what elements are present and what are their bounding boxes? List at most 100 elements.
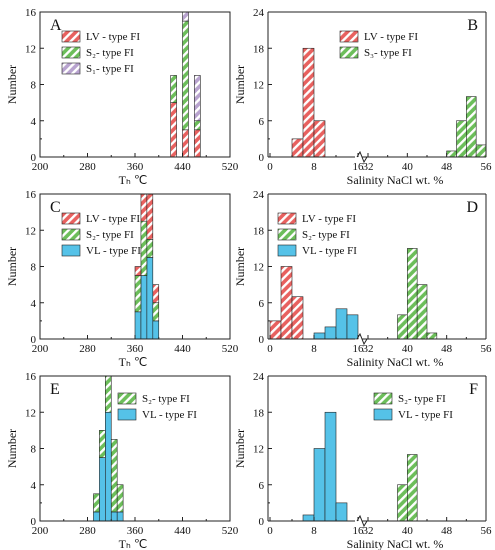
bar-s1-460 [194,75,201,122]
x-tick-label: 40 [402,343,414,355]
bar-s-310 [105,375,112,413]
legend-label: VL - type FI [302,245,357,257]
bar-vl-290 [93,511,100,522]
legend-swatch-lv [339,30,359,43]
y-tick-label: 12 [25,225,36,237]
y-tick-label: 8 [31,80,37,92]
legend-label: S₂- type FI [398,393,446,405]
x-tick-label: 48 [441,343,453,355]
y-axis-label: Number [5,429,19,468]
y-tick-label: 24 [253,189,265,201]
y-tick-label: 18 [253,43,265,55]
bar-s-48 [446,150,457,158]
bar-vl-320 [110,511,118,522]
x-tick-label: 56 [481,161,493,173]
y-tick-label: 12 [253,444,264,456]
y-tick-label: 0 [31,516,37,528]
bar-s-390 [152,302,160,322]
x-tick-label: 440 [174,161,191,173]
bar-vl-390 [152,320,160,340]
bar-vl-370 [140,275,148,340]
legend-label: S₂- type FI [302,229,350,241]
bar-s-420 [170,75,177,103]
bar-s-40 [407,454,418,522]
x-tick-label: 8 [311,343,317,355]
bar-s-320 [110,439,118,513]
x-tick-label: 0 [267,525,273,537]
y-axis-label: Number [233,429,247,468]
legend-label: LV - type FI [302,213,356,225]
bar-s-40 [407,248,418,340]
panel-letter: E [50,381,60,398]
x-axis-label: Salinity NaCl wt. % [347,355,444,369]
legend-swatch-vl [277,244,297,257]
bar-s-440 [182,20,189,131]
bar-vl-10 [324,411,337,522]
y-tick-label: 6 [259,298,265,310]
x-tick-label: 8 [311,525,317,537]
x-tick-label: 280 [79,343,96,355]
x-tick-label: 56 [481,343,493,355]
bar-s-50 [456,120,467,158]
bar-vl-360 [134,311,142,340]
legend-swatch-s [61,46,81,59]
legend-label: S₃- type FI [364,47,412,59]
bar-lv-380 [146,193,154,240]
y-axis-label: Number [5,65,19,104]
bar-vl-14 [346,314,359,340]
y-tick-label: 8 [31,444,37,456]
x-tick-label: 440 [174,343,191,355]
x-tick-label: 8 [311,161,317,173]
panel-letter: D [466,199,478,216]
bar-s-42 [416,284,428,340]
bar-lv-420 [170,102,177,158]
bar-lv-360 [134,266,142,276]
y-tick-label: 0 [259,334,265,346]
legend-swatch-s [373,392,393,405]
bar-lv-4 [291,296,304,340]
x-tick-label: 48 [441,525,453,537]
bar-s-38 [397,314,408,340]
panel-c: 0 4 8 12 16 200 280 360 440 520 Tₕ ℃ Number C LV - ty… [5,189,239,369]
x-tick-label: 16 [353,161,365,173]
bar-s-44 [426,332,438,340]
bar-lv-0 [269,320,282,340]
y-tick-label: 24 [253,371,265,383]
y-tick-label: 6 [259,480,265,492]
y-tick-label: 4 [31,116,37,128]
legend-label: S₂- type FI [86,47,134,59]
bar-lv-6 [302,47,315,158]
y-axis-label: Number [5,247,19,286]
legend-swatch-s [61,228,81,241]
bar-s-54 [475,144,487,158]
legend-swatch-s [277,228,297,241]
x-axis-label: Tₕ ℃ [119,537,148,550]
x-axis-label: Salinity NaCl wt. % [347,173,444,187]
bar-s-460 [194,120,201,131]
y-tick-label: 12 [253,80,264,92]
x-tick-label: 280 [79,161,96,173]
y-tick-label: 12 [25,43,36,55]
panel-letter: B [467,17,478,34]
y-tick-label: 24 [253,7,265,19]
y-tick-label: 18 [253,225,265,237]
bar-vl-8 [313,332,326,340]
x-tick-label: 520 [222,343,239,355]
y-tick-label: 16 [25,371,37,383]
bar-s-370 [140,220,148,276]
x-axis-label: Salinity NaCl wt. % [347,537,444,550]
bar-lv-8 [313,120,326,158]
panel-f: 0 6 12 18 24 0 8 16 32 40 48 56 Salinity NaCl wt. % N… [233,371,492,550]
panel-a: 0 4 8 12 16 200 280 360 440 520 Tₕ ℃ Number A LV - ty… [5,7,239,187]
bar-lv-440 [182,129,189,158]
x-tick-label: 200 [32,343,49,355]
x-tick-label: 360 [127,161,144,173]
bar-lv-460 [194,129,201,158]
legend-swatch-lv [61,212,81,225]
legend-swatch-lv [277,212,297,225]
y-tick-label: 0 [259,152,265,164]
bar-s-52 [466,96,477,158]
x-tick-label: 40 [402,161,414,173]
x-tick-label: 16 [353,525,365,537]
x-tick-label: 32 [363,343,374,355]
